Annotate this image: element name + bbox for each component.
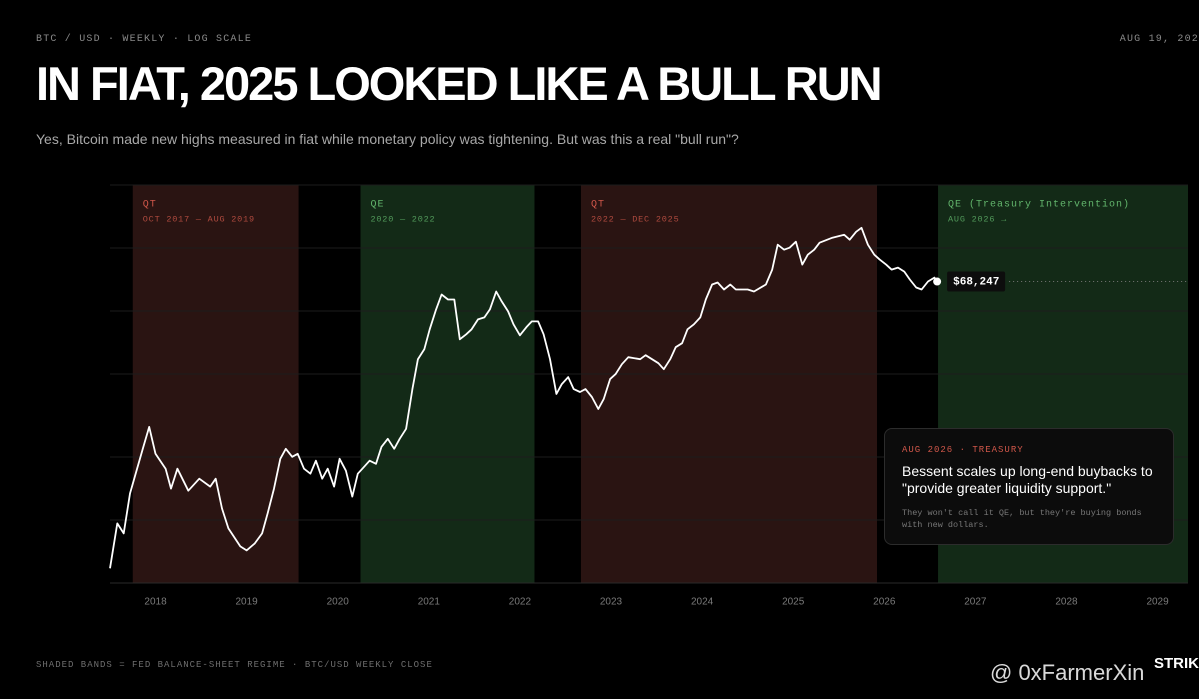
band-period: 2020 — 2022 <box>371 214 436 224</box>
watermark: @ 0xFarmerXin <box>990 660 1145 685</box>
date: AUG 19, 202 <box>1119 34 1199 45</box>
brand: STRIK <box>1154 655 1199 672</box>
callout-note: They won't call it QE, but they're buyin… <box>902 508 1142 530</box>
band-name: QE <box>371 200 385 211</box>
price-line <box>109 226 938 569</box>
band-period: AUG 2026 → <box>948 214 1007 224</box>
x-tick-label: 2025 <box>782 597 805 608</box>
plot: 2018 2019 2020 2021 2022 2023 2024 2025 2026 2027… <box>109 226 1188 608</box>
kicker: BTC / USD · WEEKLY · LOG SCALE <box>36 34 253 45</box>
regime-band <box>360 185 535 583</box>
callout: AUG 2026 · TREASURY Bessent scales up lo… <box>884 428 1174 545</box>
callout-kicker: AUG 2026 · TREASURY <box>902 445 1024 455</box>
band-name: QE (Treasury Intervention) <box>948 199 1130 211</box>
x-tick-label: 2020 <box>327 597 350 608</box>
price-tag-box <box>947 271 1006 292</box>
x-tick-label: 2021 <box>418 597 441 608</box>
band-name: QT <box>143 200 157 211</box>
x-tick-label: 2024 <box>691 597 714 608</box>
x-tick-label: 2027 <box>964 597 987 608</box>
x-tick-label: 2029 <box>1146 597 1169 608</box>
regime-band <box>132 185 299 583</box>
x-tick-label: 2018 <box>144 597 167 608</box>
x-tick-label: 2022 <box>509 597 532 608</box>
price-tag: $68,247 <box>953 276 999 288</box>
callout-headline: Bessent scales up long-end buybacks to "… <box>902 463 1153 496</box>
subtitle: Yes, Bitcoin made new highs measured in … <box>36 131 739 147</box>
title: IN FIAT, 2025 LOOKED LIKE A BULL RUN <box>36 57 883 110</box>
band-period: OCT 2017 — AUG 2019 <box>143 214 255 224</box>
footer: SHADED BANDS = FED BALANCE-SHEET REGIME … <box>36 660 433 670</box>
x-tick-label: 2026 <box>873 597 896 608</box>
band-period: 2022 — DEC 2025 <box>591 214 680 224</box>
x-tick-label: 2028 <box>1055 597 1078 608</box>
x-tick-label: 2023 <box>600 597 623 608</box>
x-tick-label: 2019 <box>236 597 259 608</box>
last-point <box>933 277 942 286</box>
band-name: QT <box>591 200 605 211</box>
regime-band <box>580 185 878 583</box>
